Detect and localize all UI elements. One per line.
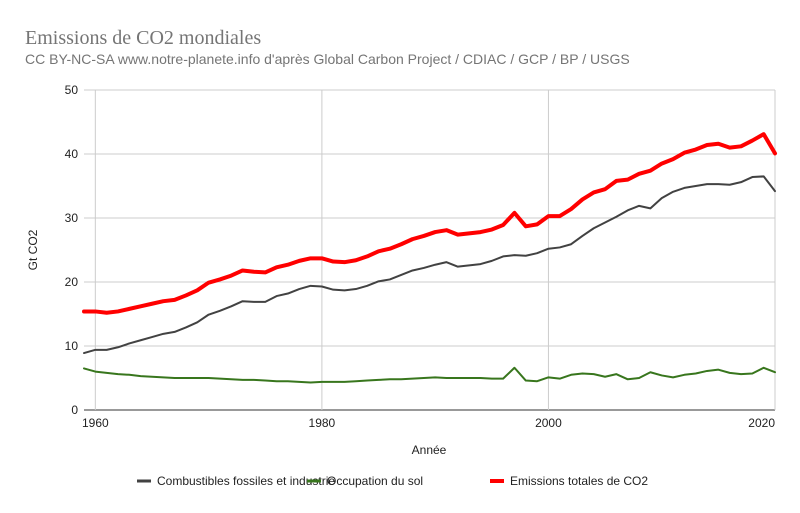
y-tick-label: 50	[65, 83, 79, 97]
chart-title: Emissions de CO2 mondiales	[25, 27, 262, 49]
y-axis-label: Gt CO2	[26, 229, 40, 270]
series-layer	[82, 132, 777, 384]
y-tick-label: 10	[65, 339, 79, 353]
grid	[84, 89, 776, 411]
y-tick-label: 40	[65, 147, 79, 161]
y-tick-label: 20	[65, 275, 79, 289]
y-tick-label: 30	[65, 211, 79, 225]
legend: Combustibles fossiles et industrieOccupa…	[137, 474, 648, 488]
legend-label: Occupation du sol	[327, 474, 423, 488]
x-tick-label: 2000	[535, 416, 562, 430]
y-tick-label: 0	[71, 403, 78, 417]
legend-label: Combustibles fossiles et industrie	[157, 474, 335, 488]
series-line-1	[83, 175, 776, 355]
series-line-2	[83, 366, 776, 384]
series-line-3	[82, 132, 777, 315]
x-axis-label: Année	[412, 443, 447, 457]
legend-label: Emissions totales de CO2	[510, 474, 648, 488]
x-tick-label: 2020	[748, 416, 775, 430]
x-tick-label: 1980	[309, 416, 336, 430]
axis-ticks: 0 10 20 30 40 50 1960 1980 2000 2020	[65, 83, 776, 430]
x-tick-label: 1960	[82, 416, 109, 430]
chart-subtitle: CC BY-NC-SA www.notre-planete.info d'apr…	[25, 51, 630, 67]
